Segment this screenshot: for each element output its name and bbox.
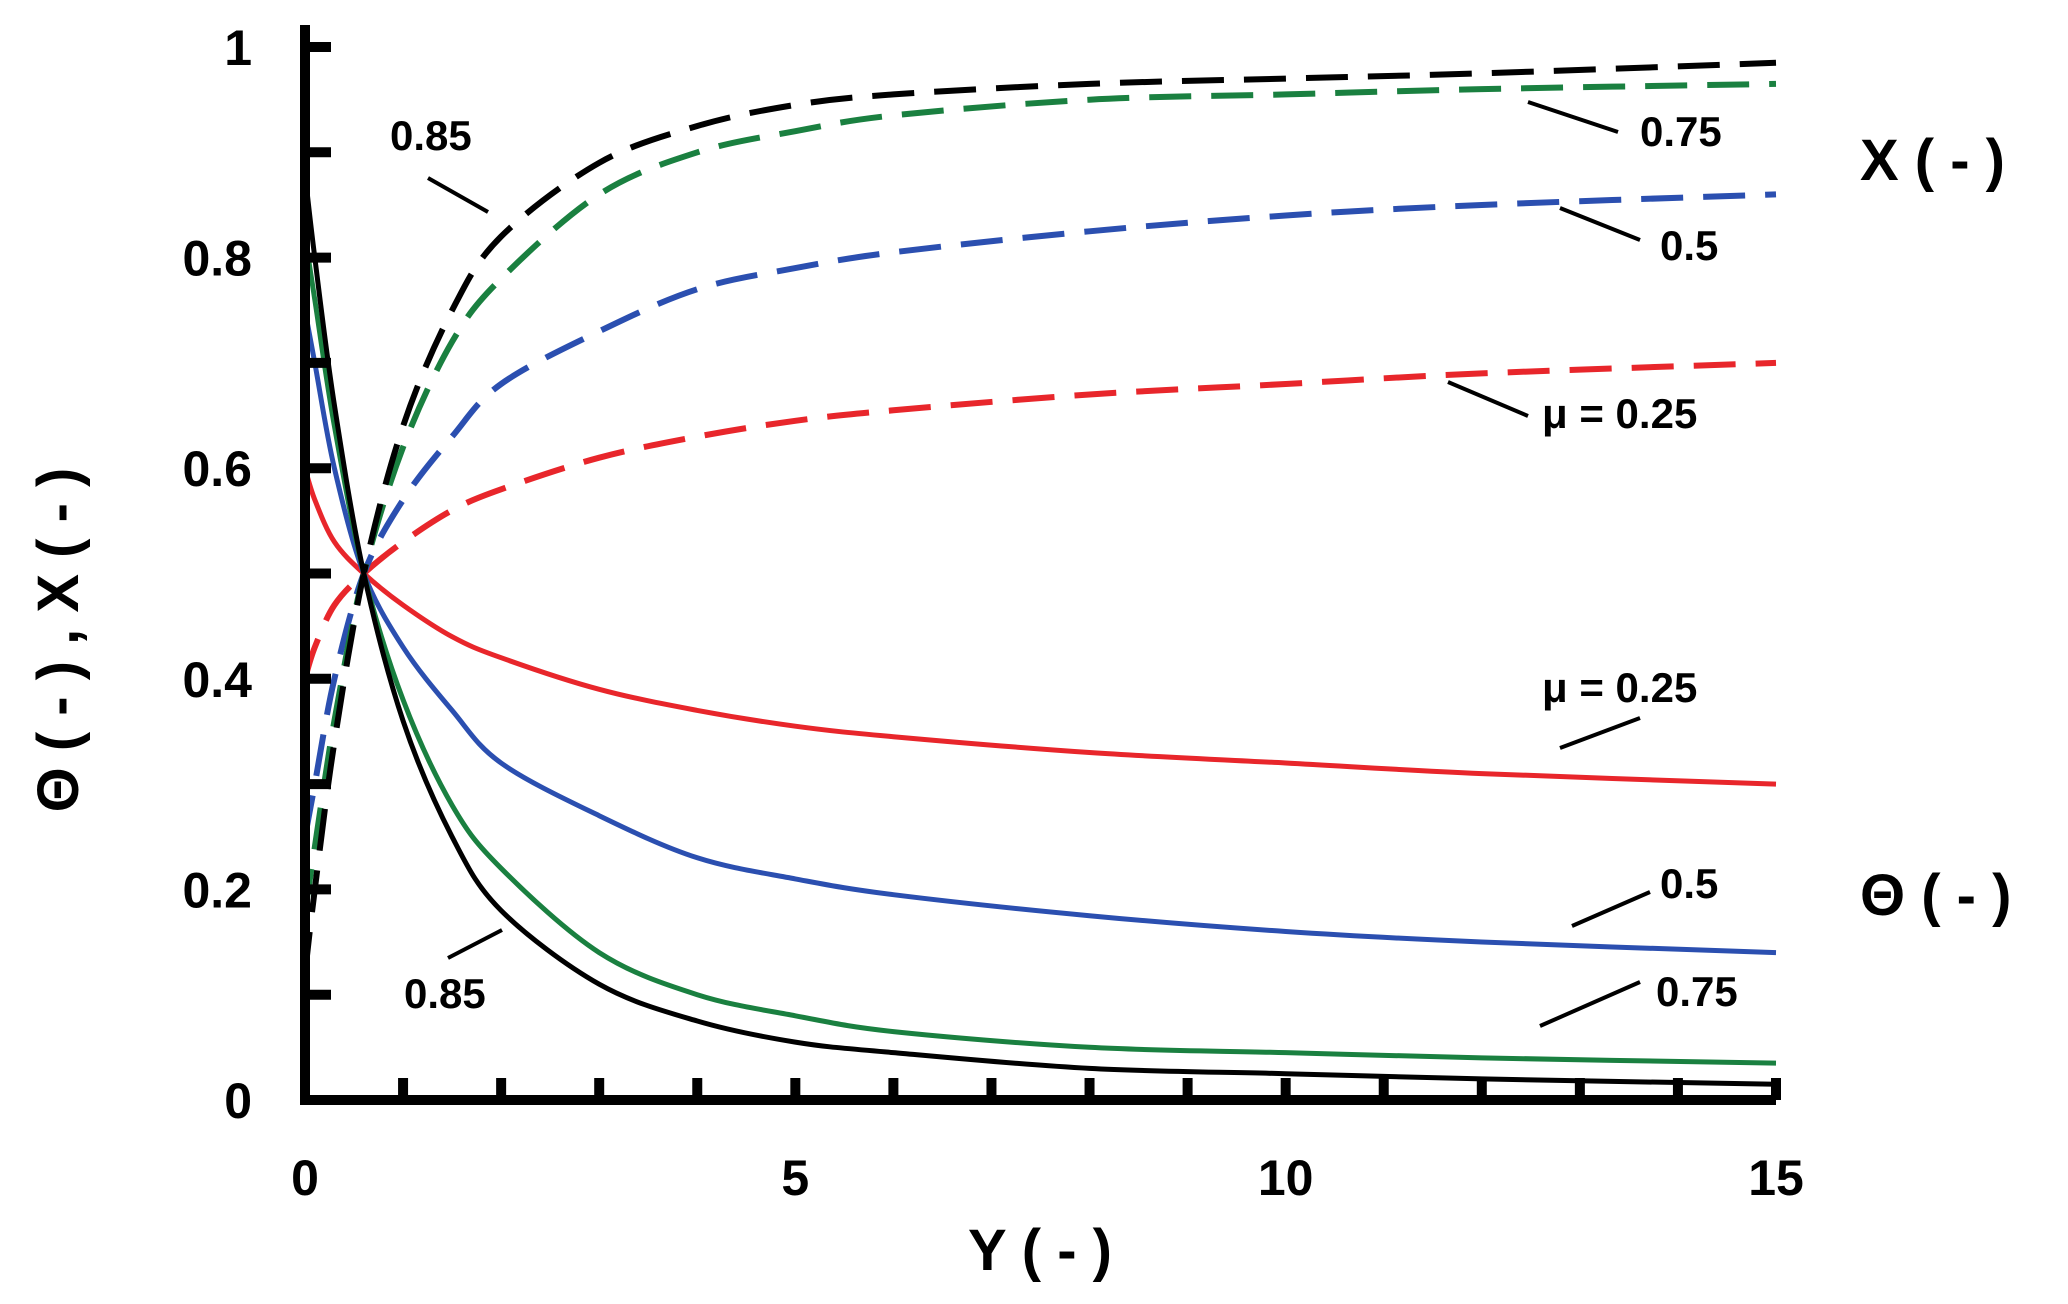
theta-curve-mu-075 xyxy=(302,236,1777,1066)
leader-x-05 xyxy=(1559,206,1641,242)
leader-t-025 xyxy=(1559,716,1641,750)
annot-t-075: 0.75 xyxy=(1656,968,1738,1015)
annot-x-085: 0.85 xyxy=(390,112,472,159)
annot-t-085: 0.85 xyxy=(404,970,486,1017)
x-tick-label: 15 xyxy=(1748,1150,1804,1206)
leader-x-025 xyxy=(1447,380,1529,418)
annot-t-025: μ = 0.25 xyxy=(1542,664,1697,711)
theta-curve-mu-085 xyxy=(302,173,1777,1087)
x-curve-mu-085 xyxy=(302,59,1777,974)
y-axis-label: Θ ( - ) , X ( - ) xyxy=(26,468,91,813)
leader-t-075 xyxy=(1539,980,1641,1028)
x-tick-label: 5 xyxy=(781,1150,809,1206)
x-curve-mu-025 xyxy=(302,359,1777,680)
ticks-layer xyxy=(305,42,1781,1100)
theta-curves-side-label: Θ ( - ) xyxy=(1860,863,2011,928)
x-curve-mu-075 xyxy=(302,80,1777,911)
y-tick-label: 0.6 xyxy=(182,441,252,497)
x-curves-side-label: X ( - ) xyxy=(1860,128,2005,193)
x-tick-label: 10 xyxy=(1258,1150,1314,1206)
theta-curve-mu-025 xyxy=(302,467,1777,787)
annot-t-05: 0.5 xyxy=(1660,860,1718,907)
y-tick-label: 0 xyxy=(224,1073,252,1129)
y-tick-label: 0.2 xyxy=(182,862,252,918)
y-tick-label: 1 xyxy=(224,20,252,76)
x-tick-label: 0 xyxy=(291,1150,319,1206)
y-tick-label: 0.4 xyxy=(182,652,252,708)
leader-t-085 xyxy=(447,928,503,960)
tick-labels-layer: 0 5 10 15 0 0.2 0.4 0.6 0.8 1 xyxy=(182,20,1803,1206)
annot-x-075: 0.75 xyxy=(1640,108,1722,155)
theta-curve-mu-05 xyxy=(302,309,1777,956)
leader-x-075 xyxy=(1527,100,1619,134)
annot-x-05: 0.5 xyxy=(1660,222,1718,269)
annot-x-025: μ = 0.25 xyxy=(1542,390,1697,437)
x-axis-label: Y ( - ) xyxy=(968,1218,1112,1283)
annotation-leaders xyxy=(427,100,1651,1028)
axes-layer xyxy=(300,25,1776,1105)
x-curve-mu-05 xyxy=(302,191,1777,838)
curves-layer xyxy=(302,59,1777,1087)
y-tick-label: 0.8 xyxy=(182,231,252,287)
leader-t-05 xyxy=(1571,890,1651,928)
leader-x-085 xyxy=(427,176,489,214)
